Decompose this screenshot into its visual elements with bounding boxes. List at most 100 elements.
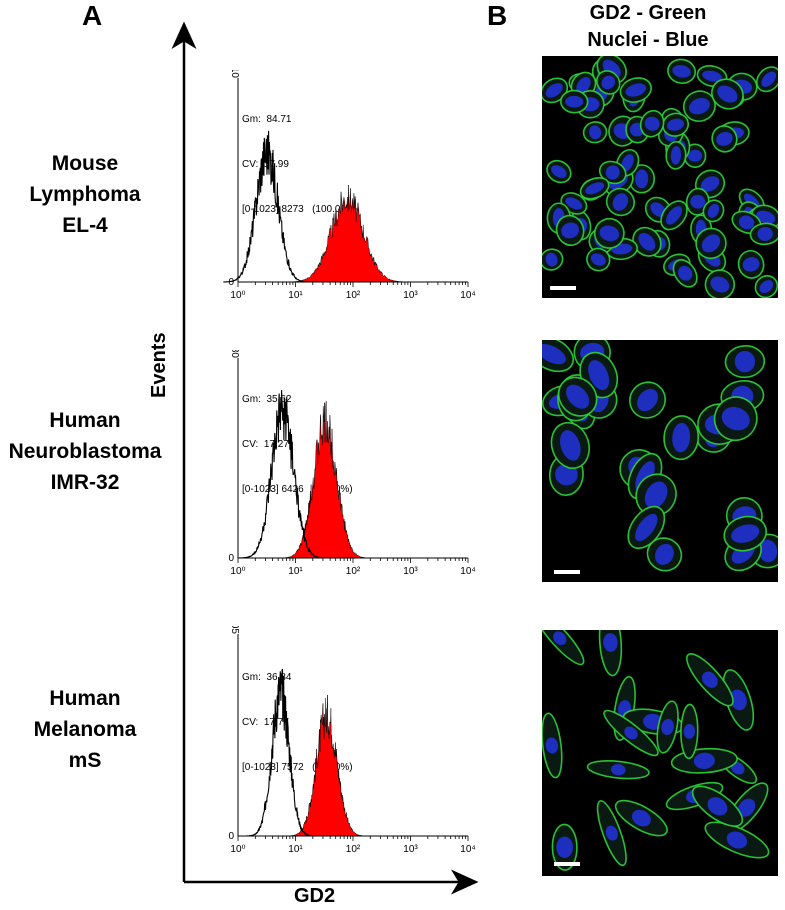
cell-nucleus [605,165,620,180]
series-stained [283,184,412,283]
cell-nucleus [730,689,747,711]
range-value: [0-1023] 6426 [242,484,304,495]
x-axis-title: GD2 [294,885,336,907]
row-label-line: EL-4 [62,214,108,237]
cv-label: CV: [242,439,259,450]
cell-nucleus [758,539,778,563]
cell-nucleus [637,388,658,412]
cell-nucleus [599,225,620,242]
cell-nucleus [672,422,691,453]
cell-nucleus [635,513,658,542]
cell [586,760,650,780]
panel-label-b: B [487,0,508,31]
cell-nucleus [670,146,682,165]
cell-nucleus [757,226,773,241]
cell-nucleus [553,631,567,646]
y-tick-label: 0 [228,831,234,842]
gm-label: Gm: [242,672,261,683]
cell [586,247,611,272]
cell-nucleus [710,276,730,293]
scale-bar [554,570,580,574]
cell [702,199,725,223]
cell-image [542,340,778,572]
cell-nucleus [683,723,696,739]
row-label-line: IMR-32 [50,471,120,494]
cell [555,214,585,246]
cell-nucleus [638,232,656,251]
cell-nucleus [702,70,722,82]
series-stained [279,400,372,559]
cell [662,112,690,137]
micrograph-el4 [542,56,778,298]
cell [723,515,767,552]
cell-nucleus [590,253,606,266]
cell-nucleus [734,350,756,373]
micrograph-imr32 [542,340,778,582]
cell-nucleus [721,406,750,431]
cell-nucleus [666,206,683,225]
cell-nucleus [689,97,710,115]
cell-nucleus [742,257,760,272]
cell-nucleus [731,524,760,543]
x-tick-label: 10⁴ [460,290,475,301]
percent-value: (100.0%) [312,204,353,215]
gm-value: 84.71 [266,114,292,125]
microscopy-header: GD2 - Green Nuclei - Blue [548,0,748,54]
cell-nucleus [759,280,774,294]
cell [542,630,585,666]
x-tick-label: 10² [346,290,361,301]
cell [546,159,572,184]
x-tick-label: 10⁴ [460,844,475,855]
cv-label: CV: [242,159,259,170]
cell-nucleus [687,149,703,162]
cell-nucleus [644,116,660,131]
cell [646,537,683,572]
cell-nucleus [738,798,756,817]
cell [686,653,734,707]
cell [632,226,662,257]
x-tick-label: 10³ [403,844,418,855]
cell-nucleus [561,222,580,239]
cell [551,823,578,871]
series-control [246,668,316,837]
cell-nucleus [707,797,728,816]
cell [557,376,598,417]
x-tick-label: 10¹ [288,566,303,577]
cell [542,712,563,779]
cell-image [542,630,770,871]
cell [542,77,569,104]
series-stained [285,694,369,837]
cell-nucleus [605,825,618,841]
row-label-line: Melanoma [33,718,137,741]
cell-nucleus [707,203,720,218]
stain-legend-green: GD2 - Green [589,2,707,24]
cell [711,125,738,153]
cell-nucleus [655,543,674,565]
cell-nucleus [761,71,777,87]
cell-nucleus [635,169,649,189]
histogram-1: 10⁰ 10¹ 10² 10³ 10⁴ 0 110 [223,70,476,301]
cell [627,505,666,550]
x-tick-label: 10³ [403,566,418,577]
row-label-line: Human [49,687,121,710]
cell [724,345,766,379]
cell-nucleus [693,752,715,769]
cell-nucleus [644,481,668,509]
cv-label: CV: [242,717,259,728]
cell [682,90,716,123]
range-value: [0-1023] 7572 [242,762,304,773]
y-tick-label: 0 [228,277,234,288]
cell [691,785,744,827]
y-tick-label: 0 [228,553,234,564]
cell-nucleus [565,95,584,108]
cell [603,709,659,757]
cell-nucleus [589,125,602,140]
cell-image [542,56,778,298]
x-tick-label: 10⁰ [230,844,245,855]
cell-nucleus [726,831,748,849]
x-tick-label: 10⁴ [460,566,475,577]
y-axis-title: Events [148,332,170,398]
x-tick-label: 10⁰ [230,290,245,301]
cell-nucleus [730,761,745,775]
